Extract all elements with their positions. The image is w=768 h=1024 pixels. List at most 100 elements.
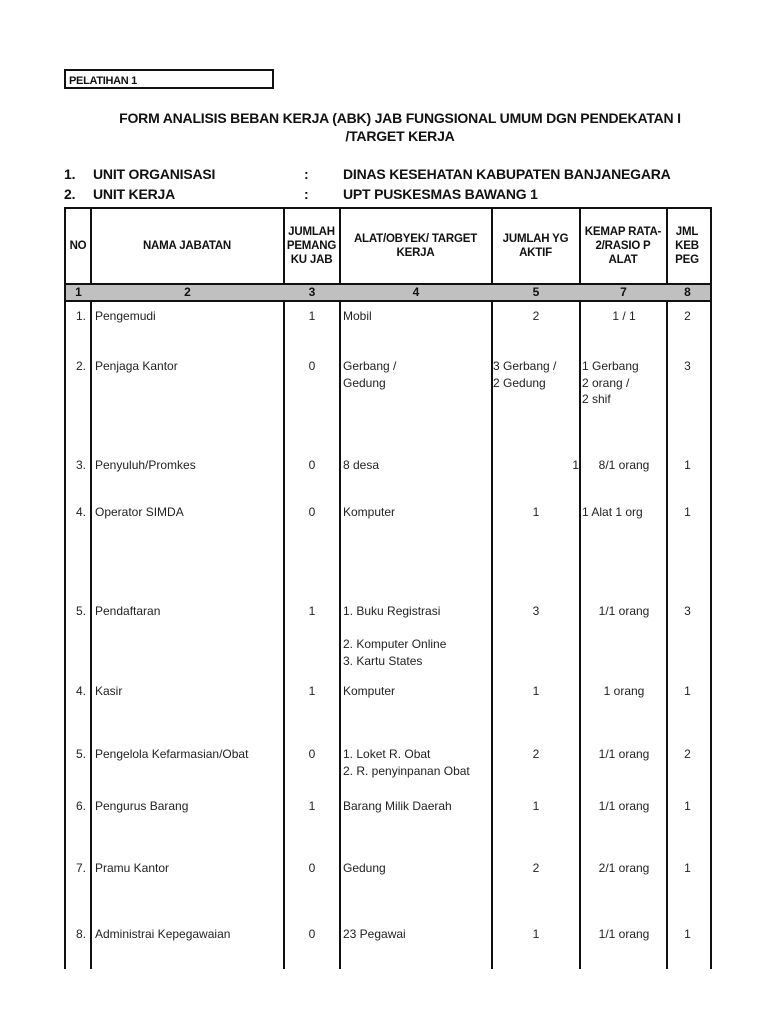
info-value: UPT PUSKESMAS BAWANG 1 [343,186,538,202]
form-title-line2: /TARGET KERJA [345,128,455,144]
column-header: KEMAP RATA-2/RASIO P ALAT [584,226,662,266]
row-number: 7. [75,861,86,875]
required-staff: 1 [684,799,691,813]
column-number-row: 1 2 3 4 5 7 8 [66,283,710,302]
ratio: 1 Gerbang 2 orang / 2 shif [582,359,639,406]
required-staff: 3 [684,604,691,618]
info-value: DINAS KESEHATAN KABUPATEN BANJANEGARA [343,166,671,182]
column-number: 5 [532,285,540,299]
job-name: Operator SIMDA [95,505,184,519]
current-count: 1 [308,604,316,618]
column-number: 2 [184,285,191,299]
work-target: Barang Milik Daerah [343,799,452,813]
active-count: 2 [532,747,540,761]
column-header: ALAT/OBYEK/ TARGET KERJA [353,233,478,259]
column-number: 3 [308,285,316,299]
work-target: 1. Loket R. Obat 2. R. penyinpanan Obat [343,747,470,778]
workload-table: NO NAMA JABATAN JUMLAH PEMANG KU JAB ALAT/O… [64,207,712,969]
ratio: 1/1 orang [598,799,650,813]
column-divider [666,209,668,969]
required-staff: 1 [684,458,691,472]
info-label: UNIT ORGANISASI [93,166,216,182]
info-number: 2. [64,186,76,202]
job-name: Pengurus Barang [95,799,189,813]
row-number: 4. [75,505,86,519]
required-staff: 1 [684,684,691,698]
current-count: 1 [308,309,316,323]
info-number: 1. [64,166,76,182]
job-name: Pendaftaran [95,604,161,618]
required-staff: 2 [684,747,691,761]
column-header: JUMLAH YG AKTIF [502,233,569,259]
work-target: Komputer [343,505,396,519]
info-separator: : [304,166,309,182]
active-count: 2 [532,309,540,323]
required-staff: 2 [684,309,691,323]
job-name: Pramu Kantor [95,861,170,875]
row-number: 8. [75,927,86,941]
required-staff: 1 [684,505,691,519]
info-separator: : [304,186,309,202]
ratio: 8/1 orang [598,458,650,472]
current-count: 0 [308,747,316,761]
active-count: 1 [532,505,540,519]
column-number: 4 [412,285,420,299]
column-number: 8 [684,285,691,299]
job-name: Penyuluh/Promkes [95,458,196,472]
form-title-line1: FORM ANALISIS BEBAN KERJA (ABK) JAB FUNG… [119,110,681,126]
section-label: PELATIHAN 1 [64,69,274,89]
ratio: 1 Alat 1 org [582,505,643,519]
info-label: UNIT KERJA [93,186,176,202]
work-target: 8 desa [343,458,380,472]
job-name: Administrai Kepegawaian [95,927,231,941]
column-divider [283,209,285,969]
column-header: JUMLAH PEMANG KU JAB [286,226,337,266]
work-target: 23 Pegawai [343,927,406,941]
row-number: 2. [75,359,86,373]
column-divider [339,209,341,969]
ratio: 1 orang [603,684,645,698]
column-header: NAMA JABATAN [142,240,232,252]
work-target: 1. Buku Registrasi 2. Komputer Online 3.… [343,604,447,668]
required-staff: 1 [684,927,691,941]
required-staff: 3 [684,359,691,373]
active-count: 1 [532,684,540,698]
current-count: 0 [308,359,316,373]
column-number: 1 [75,285,82,299]
current-count: 0 [308,458,316,472]
job-name: Pengemudi [95,309,156,323]
row-number: 4. [75,684,86,698]
row-number: 6. [75,799,86,813]
job-name: Kasir [95,684,123,698]
active-count: 3 Gerbang / 2 Gedung [493,359,557,390]
row-number: 5. [75,604,86,618]
work-target: Gerbang / Gedung [343,359,397,390]
job-name: Penjaga Kantor [95,359,178,373]
current-count: 0 [308,861,316,875]
active-count: 1 [532,927,540,941]
row-number: 5. [75,747,86,761]
row-number: 3. [75,458,86,472]
active-count: 1 [532,799,540,813]
work-target: Komputer [343,684,396,698]
job-name: Pengelola Kefarmasian/Obat [95,747,249,761]
active-count: 3 [532,604,540,618]
required-staff: 1 [684,861,691,875]
ratio: 1/1 orang [598,747,650,761]
current-count: 0 [308,505,316,519]
ratio: 2/1 orang [598,861,650,875]
ratio: 1/1 orang [598,604,650,618]
column-header: JML KEB PEG [675,226,699,266]
current-count: 1 [308,684,316,698]
column-divider [579,209,581,969]
ratio: 1 / 1 [612,309,636,323]
row-number: 1. [75,309,86,323]
column-number: 7 [620,285,627,299]
active-count: 2 [532,861,540,875]
column-header: NO [69,240,87,252]
current-count: 1 [308,799,316,813]
current-count: 0 [308,927,316,941]
work-target: Gedung [343,861,386,875]
column-divider [90,209,92,969]
ratio: 1/1 orang [598,927,650,941]
